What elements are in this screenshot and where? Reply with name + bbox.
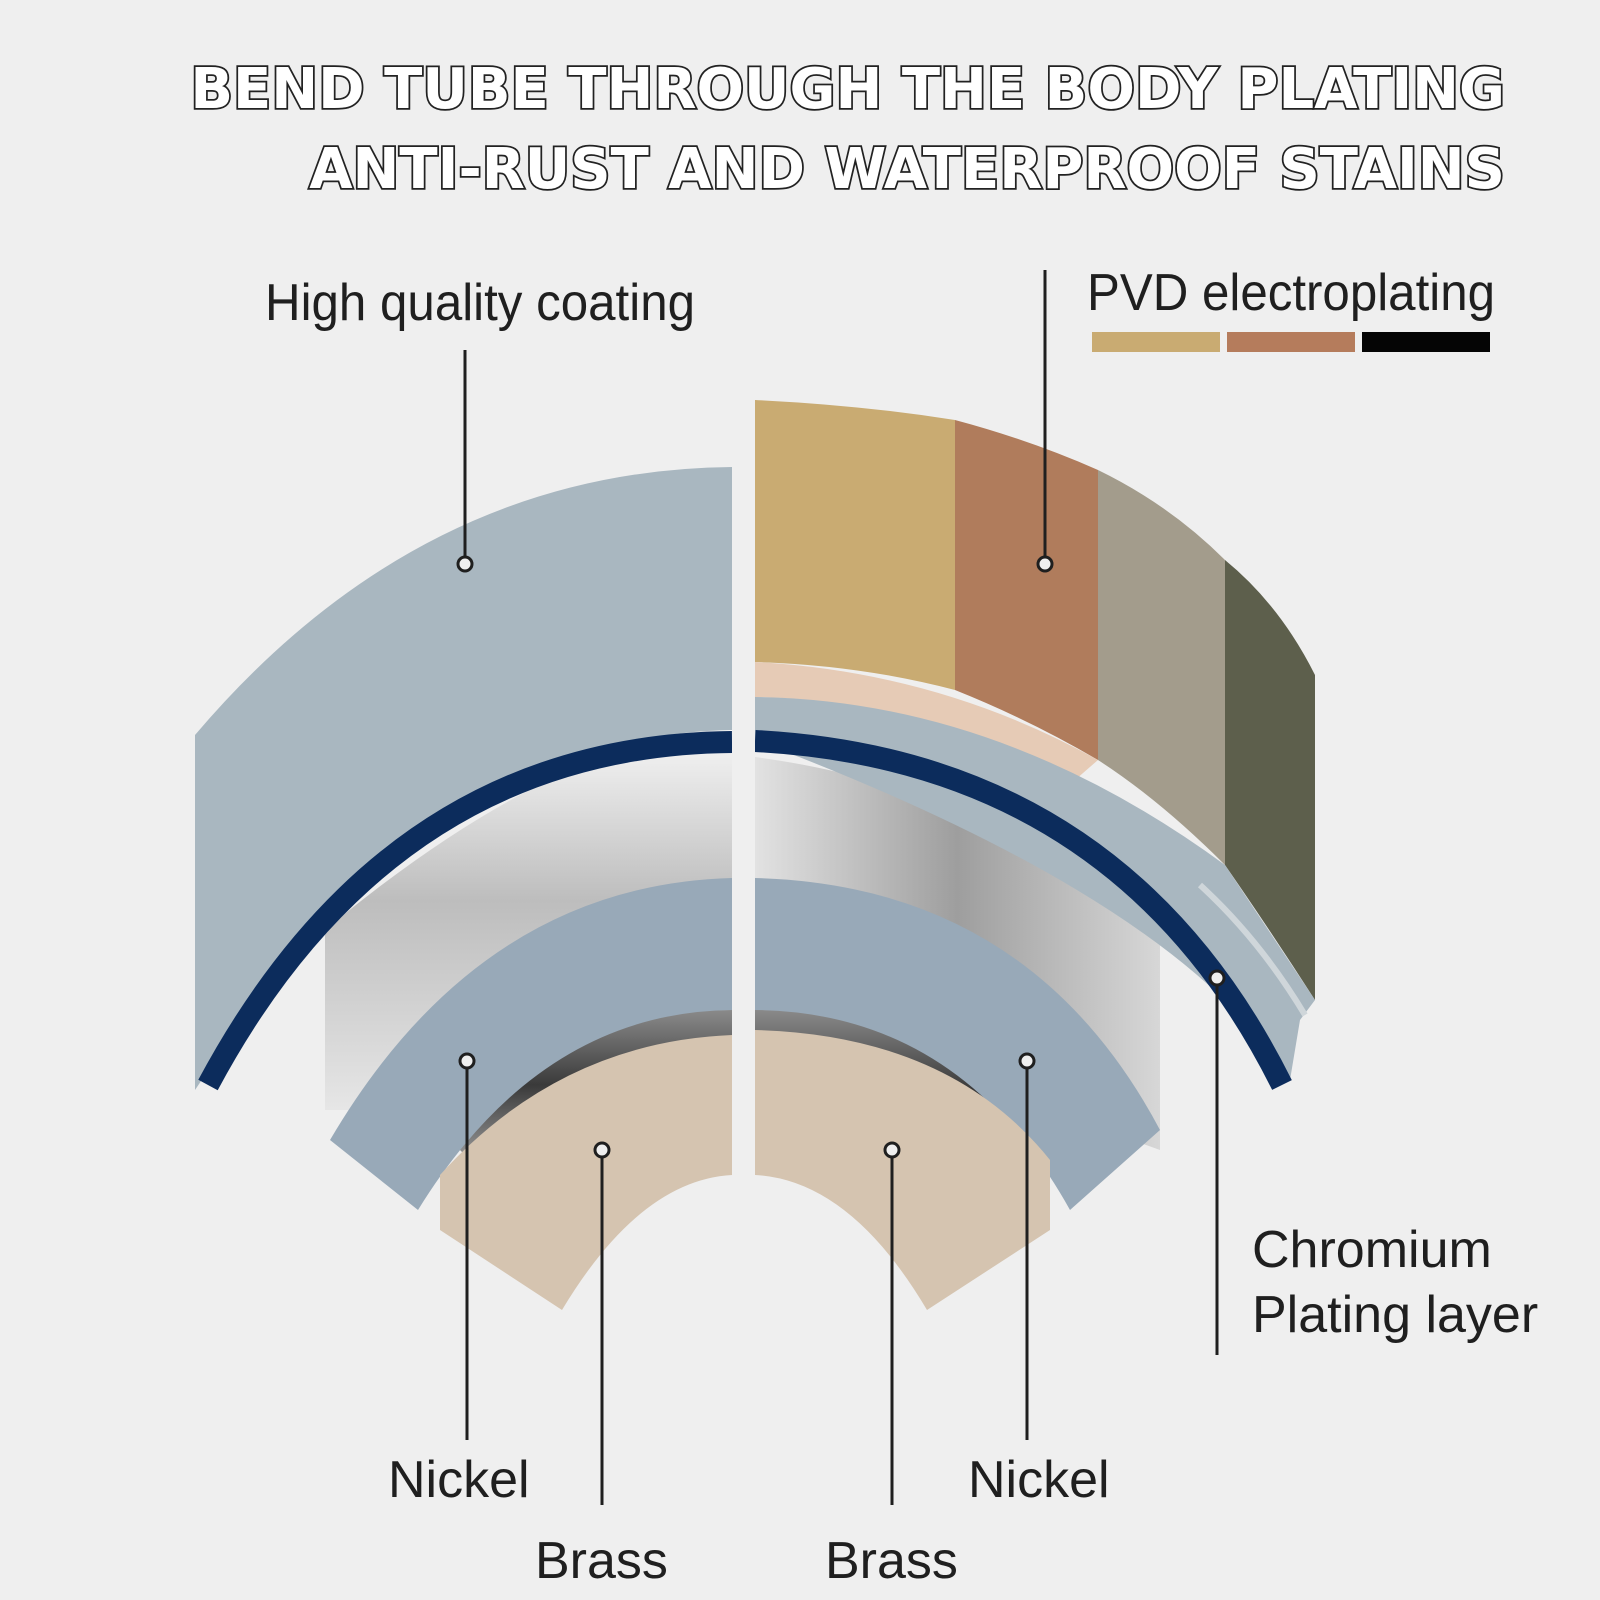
brass-right-dot xyxy=(883,1141,901,1159)
pvd-swatches xyxy=(1092,332,1490,352)
leader-dots xyxy=(456,555,1226,1159)
center-divider xyxy=(732,380,755,1200)
brass-left-dot xyxy=(593,1141,611,1159)
left-cross-section xyxy=(195,467,733,1310)
pvd-dot xyxy=(1036,555,1054,573)
pvd-swatch-gold xyxy=(1092,332,1220,352)
pvd-gold-band xyxy=(755,400,955,690)
right-coating-layer xyxy=(755,697,1315,1080)
label-nickel-right: Nickel xyxy=(968,1451,1110,1509)
left-brass-layer xyxy=(440,1035,732,1310)
coating-dot xyxy=(456,555,474,573)
pvd-gray-band xyxy=(1098,470,1225,865)
pvd-swatch-copper xyxy=(1227,332,1355,352)
left-coating-layer xyxy=(195,467,732,1090)
right-nickel-layer xyxy=(755,878,1160,1210)
nickel-right-dot xyxy=(1018,1052,1036,1070)
label-high-quality-coating: High quality coating xyxy=(265,274,695,332)
label-chromium-line2: Plating layer xyxy=(1252,1286,1538,1344)
label-pvd-electroplating: PVD electroplating xyxy=(1087,264,1495,322)
leader-lines xyxy=(463,270,1219,1505)
label-chromium-line1: Chromium xyxy=(1252,1221,1492,1279)
right-silver-edge xyxy=(1197,882,1308,1017)
title-line-2: ANTI-RUST AND WATERPROOF STAINS xyxy=(309,137,1505,202)
right-chromium-stripe xyxy=(754,730,1292,1090)
left-chromium-stripe xyxy=(198,731,733,1091)
label-brass-left: Brass xyxy=(535,1532,668,1590)
right-cross-section xyxy=(754,400,1315,1310)
chromium-dot xyxy=(1208,969,1226,987)
pvd-swatch-black xyxy=(1362,332,1490,352)
label-nickel-left: Nickel xyxy=(388,1451,530,1509)
pvd-copper-band xyxy=(955,420,1098,760)
pvd-dark-band xyxy=(1225,560,1315,1000)
nickel-left-dot xyxy=(458,1052,476,1070)
label-brass-right: Brass xyxy=(825,1532,958,1590)
title-line-1: BEND TUBE THROUGH THE BODY PLATING xyxy=(190,57,1505,122)
right-brass-layer xyxy=(755,1030,1050,1310)
left-nickel-layer xyxy=(330,878,732,1210)
